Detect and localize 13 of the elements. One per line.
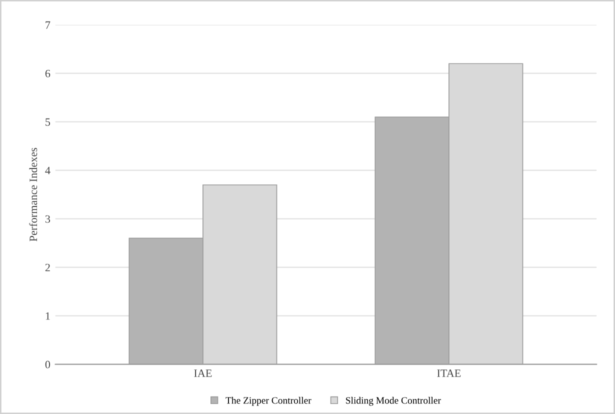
legend-label: The Zipper Controller xyxy=(226,396,312,406)
y-tick-label: 1 xyxy=(46,312,50,320)
y-tick-label: 5 xyxy=(46,118,50,126)
y-tick-label: 7 xyxy=(46,21,50,29)
y-tick-label: 0 xyxy=(45,360,50,368)
y-tick-label: 2 xyxy=(45,264,50,272)
legend-label: Sliding Mode Controller xyxy=(346,396,441,406)
y-axis-title: Performance Indexes xyxy=(29,148,38,242)
y-tick-label: 6 xyxy=(45,70,50,78)
y-tick-label: 3 xyxy=(45,215,50,223)
x-tick-label: ITAE xyxy=(437,370,461,377)
y-tick-label: 4 xyxy=(45,166,50,174)
x-tick-label: IAE xyxy=(194,370,212,377)
